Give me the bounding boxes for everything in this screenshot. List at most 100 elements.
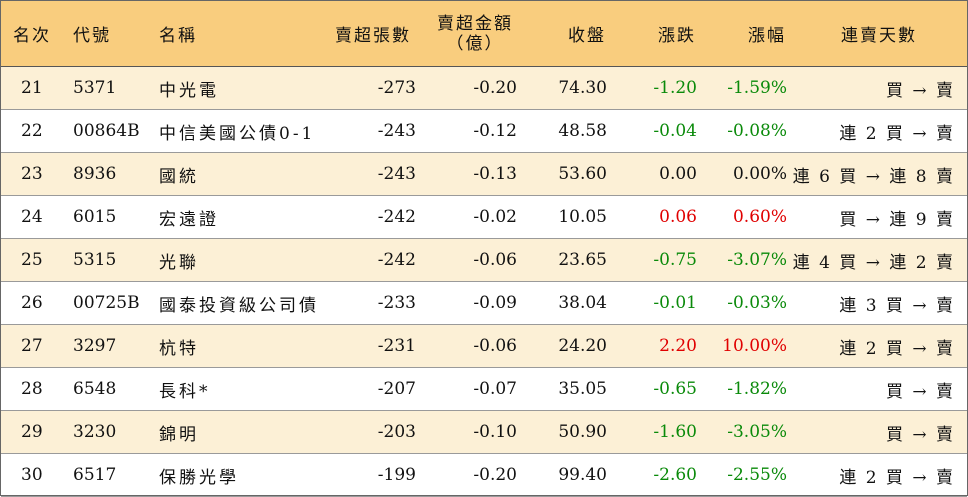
- header-pct: 漲幅: [748, 26, 786, 46]
- table-row: 21 5371 中光電 -273 -0.20 74.30 -1.20 -1.59% 買 → 賣: [1, 67, 967, 110]
- header-code: 代號: [73, 26, 111, 46]
- rank-cell: 27: [21, 336, 43, 356]
- table-header: 名次 代號 名稱 賣超張數 賣超金額 （億） 收盤 漲跌 漲幅 連賣天數: [1, 1, 967, 68]
- change-cell: -0.65: [653, 379, 697, 399]
- close-cell: 48.58: [558, 121, 607, 141]
- rank-cell: 21: [21, 78, 43, 98]
- net-sell-shares-cell: -273: [377, 78, 416, 98]
- change-cell: -2.60: [653, 465, 697, 485]
- close-cell: 74.30: [558, 78, 607, 98]
- header-rank: 名次: [13, 26, 51, 46]
- streak-cell: 連 2 買 → 賣: [839, 467, 955, 488]
- change-cell: 0.00: [659, 164, 697, 184]
- change-cell: -0.01: [653, 293, 697, 313]
- change-cell: -1.60: [653, 422, 697, 442]
- rank-cell: 30: [21, 465, 43, 485]
- change-cell: 0.06: [659, 207, 697, 227]
- change-cell: -0.75: [653, 250, 697, 270]
- name-cell: 中光電: [159, 80, 219, 101]
- net-sell-amount-cell: -0.02: [473, 207, 517, 227]
- name-cell: 保勝光學: [159, 467, 239, 488]
- pct-cell: -0.08%: [727, 121, 787, 141]
- rank-cell: 25: [21, 250, 43, 270]
- pct-cell: -0.03%: [727, 293, 787, 313]
- code-cell: 00725B: [73, 293, 140, 313]
- close-cell: 53.60: [558, 164, 607, 184]
- net-sell-shares-cell: -233: [377, 293, 416, 313]
- pct-cell: -2.55%: [727, 465, 787, 485]
- close-cell: 24.20: [558, 336, 607, 356]
- streak-cell: 連 6 買 → 連 8 賣: [792, 166, 955, 187]
- pct-cell: -1.82%: [727, 379, 787, 399]
- name-cell: 國統: [159, 166, 199, 187]
- header-streak: 連賣天數: [841, 26, 917, 46]
- rank-cell: 28: [21, 379, 43, 399]
- header-name: 名稱: [159, 26, 197, 46]
- close-cell: 99.40: [558, 465, 607, 485]
- table-row: 24 6015 宏遠證 -242 -0.02 10.05 0.06 0.60% 買 → 連 9 …: [1, 196, 967, 239]
- streak-cell: 連 4 買 → 連 2 賣: [792, 252, 955, 273]
- rank-cell: 22: [21, 121, 43, 141]
- net-sell-amount-cell: -0.20: [473, 465, 517, 485]
- change-cell: -1.20: [653, 78, 697, 98]
- table-row: 22 00864B 中信美國公債0-1 -243 -0.12 48.58 -0.04 -0.0…: [1, 110, 967, 153]
- code-cell: 6517: [73, 465, 117, 485]
- net-sell-amount-cell: -0.10: [473, 422, 517, 442]
- code-cell: 5315: [73, 250, 117, 270]
- close-cell: 38.04: [558, 293, 607, 313]
- net-sell-amount-cell: -0.07: [473, 379, 517, 399]
- pct-cell: 0.00%: [732, 164, 787, 184]
- header-close: 收盤: [568, 26, 606, 46]
- close-cell: 35.05: [558, 379, 607, 399]
- name-cell: 錦明: [159, 424, 199, 445]
- net-sell-shares-cell: -199: [377, 465, 416, 485]
- table-row: 23 8936 國統 -243 -0.13 53.60 0.00 0.00% 連 6 買 → 連…: [1, 153, 967, 196]
- streak-cell: 連 2 買 → 賣: [839, 338, 955, 359]
- rank-cell: 29: [21, 422, 43, 442]
- table-row: 27 3297 杭特 -231 -0.06 24.20 2.20 10.00% 連 2 買 → …: [1, 325, 967, 368]
- name-cell: 國泰投資級公司債: [159, 295, 319, 316]
- streak-cell: 買 → 賣: [885, 80, 955, 101]
- streak-cell: 連 3 買 → 賣: [839, 295, 955, 316]
- net-sell-shares-cell: -243: [377, 121, 416, 141]
- streak-cell: 買 → 賣: [885, 424, 955, 445]
- table-row: 30 6517 保勝光學 -199 -0.20 99.40 -2.60 -2.55% 連 2 買…: [1, 454, 967, 497]
- net-sell-amount-cell: -0.13: [473, 164, 517, 184]
- streak-cell: 買 → 賣: [885, 381, 955, 402]
- net-sell-amount-cell: -0.20: [473, 78, 517, 98]
- rank-cell: 26: [21, 293, 43, 313]
- close-cell: 23.65: [558, 250, 607, 270]
- net-sell-shares-cell: -231: [377, 336, 416, 356]
- code-cell: 5371: [73, 78, 117, 98]
- header-net-sell-shares: 賣超張數: [335, 26, 411, 46]
- code-cell: 00864B: [73, 121, 140, 141]
- net-sell-amount-cell: -0.06: [473, 336, 517, 356]
- name-cell: 杭特: [159, 338, 199, 359]
- header-change: 漲跌: [658, 26, 696, 46]
- change-cell: 2.20: [659, 336, 697, 356]
- streak-cell: 連 2 買 → 賣: [839, 123, 955, 144]
- rank-cell: 24: [21, 207, 43, 227]
- code-cell: 3230: [73, 422, 117, 442]
- net-sell-shares-cell: -242: [377, 207, 416, 227]
- name-cell: 長科*: [159, 381, 211, 402]
- close-cell: 10.05: [558, 207, 607, 227]
- net-sell-amount-cell: -0.12: [473, 121, 517, 141]
- header-net-sell-amount-label: 賣超金額: [437, 13, 513, 34]
- net-sell-shares-cell: -207: [377, 379, 416, 399]
- header-net-sell-amount: 賣超金額 （億）: [425, 1, 525, 66]
- code-cell: 6015: [73, 207, 117, 227]
- net-sell-amount-cell: -0.09: [473, 293, 517, 313]
- pct-cell: 10.00%: [722, 336, 787, 356]
- change-cell: -0.04: [653, 121, 697, 141]
- net-sell-shares-cell: -203: [377, 422, 416, 442]
- code-cell: 3297: [73, 336, 117, 356]
- name-cell: 中信美國公債0-1: [159, 123, 316, 144]
- table-row: 29 3230 錦明 -203 -0.10 50.90 -1.60 -3.05% 買 → 賣: [1, 411, 967, 454]
- streak-cell: 買 → 連 9 賣: [839, 209, 955, 230]
- net-sell-amount-cell: -0.06: [473, 250, 517, 270]
- name-cell: 光聯: [159, 252, 199, 273]
- code-cell: 8936: [73, 164, 117, 184]
- table-row: 26 00725B 國泰投資級公司債 -233 -0.09 38.04 -0.01 -0.03…: [1, 282, 967, 325]
